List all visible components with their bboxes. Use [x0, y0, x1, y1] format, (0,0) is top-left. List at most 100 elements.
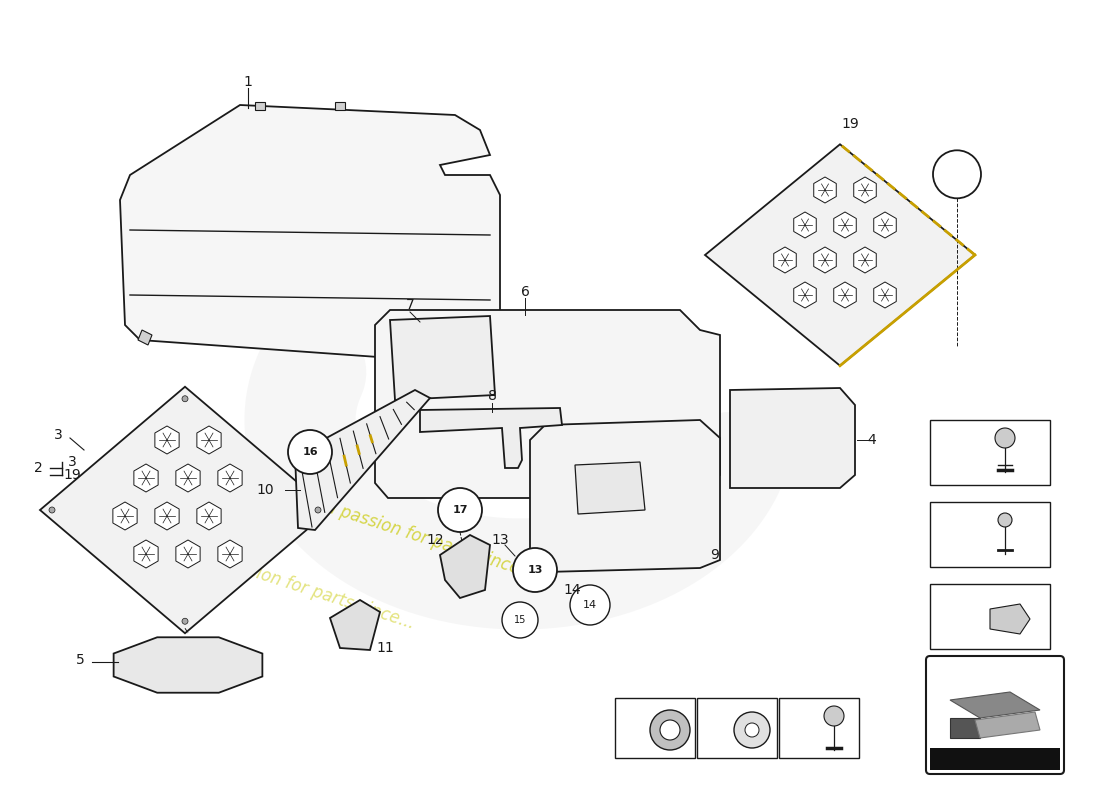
- Circle shape: [933, 150, 981, 198]
- Circle shape: [315, 507, 321, 513]
- Text: 868 07: 868 07: [968, 752, 1022, 766]
- Text: a passion for parts since...: a passion for parts since...: [323, 498, 537, 582]
- Text: 10: 10: [256, 483, 274, 497]
- Polygon shape: [950, 718, 980, 738]
- Bar: [779, 698, 859, 758]
- Polygon shape: [336, 102, 345, 110]
- Circle shape: [824, 706, 844, 726]
- Polygon shape: [834, 282, 856, 308]
- Polygon shape: [575, 462, 645, 514]
- Polygon shape: [113, 638, 263, 693]
- Circle shape: [734, 712, 770, 748]
- Polygon shape: [975, 712, 1040, 738]
- Text: 13: 13: [492, 533, 509, 547]
- Text: 13: 13: [939, 594, 957, 606]
- Text: 3: 3: [54, 428, 63, 442]
- Polygon shape: [705, 144, 975, 366]
- FancyBboxPatch shape: [926, 656, 1064, 774]
- Circle shape: [745, 723, 759, 737]
- Polygon shape: [155, 426, 179, 454]
- Polygon shape: [176, 540, 200, 568]
- Polygon shape: [218, 540, 242, 568]
- Circle shape: [650, 710, 690, 750]
- Text: 13: 13: [527, 565, 542, 575]
- Circle shape: [50, 507, 55, 513]
- Polygon shape: [873, 282, 896, 308]
- Polygon shape: [176, 464, 200, 492]
- Polygon shape: [530, 420, 720, 572]
- Polygon shape: [390, 316, 495, 400]
- Circle shape: [438, 488, 482, 532]
- Text: 12: 12: [426, 533, 443, 547]
- Polygon shape: [834, 212, 856, 238]
- Circle shape: [502, 602, 538, 638]
- Polygon shape: [138, 330, 152, 345]
- Bar: [930, 748, 1060, 770]
- Text: 14: 14: [563, 583, 581, 597]
- Polygon shape: [120, 105, 500, 360]
- Bar: [930, 420, 1050, 485]
- Polygon shape: [854, 247, 877, 273]
- Polygon shape: [197, 502, 221, 530]
- Polygon shape: [990, 604, 1030, 634]
- Text: 15: 15: [939, 430, 957, 442]
- Text: 5: 5: [76, 653, 85, 667]
- Circle shape: [570, 585, 611, 625]
- Polygon shape: [420, 408, 562, 468]
- Polygon shape: [295, 390, 430, 530]
- Polygon shape: [854, 177, 877, 203]
- Text: 6: 6: [520, 285, 529, 299]
- Bar: [697, 698, 777, 758]
- Circle shape: [660, 720, 680, 740]
- Text: 17: 17: [452, 505, 468, 515]
- Circle shape: [288, 430, 332, 474]
- Text: 18: 18: [623, 706, 640, 718]
- Text: 11: 11: [376, 641, 394, 655]
- Text: 1: 1: [243, 75, 252, 89]
- Polygon shape: [134, 464, 158, 492]
- Polygon shape: [218, 464, 242, 492]
- Polygon shape: [440, 535, 490, 598]
- Text: 14: 14: [583, 600, 597, 610]
- Polygon shape: [197, 426, 221, 454]
- Polygon shape: [730, 388, 855, 488]
- Polygon shape: [155, 502, 179, 530]
- Polygon shape: [460, 340, 475, 355]
- Polygon shape: [773, 247, 796, 273]
- Circle shape: [998, 513, 1012, 527]
- Polygon shape: [40, 386, 330, 634]
- Text: 16: 16: [786, 706, 804, 718]
- Bar: [930, 584, 1050, 649]
- Polygon shape: [255, 102, 265, 110]
- Circle shape: [513, 548, 557, 592]
- Text: 19: 19: [63, 468, 81, 482]
- Text: 18: 18: [949, 170, 965, 179]
- Bar: [930, 502, 1050, 567]
- Polygon shape: [794, 212, 816, 238]
- Polygon shape: [134, 540, 158, 568]
- Text: 15: 15: [514, 615, 526, 625]
- Text: 19: 19: [842, 118, 859, 131]
- Text: 8: 8: [487, 389, 496, 403]
- Polygon shape: [375, 310, 720, 498]
- Text: 7: 7: [406, 298, 415, 312]
- Polygon shape: [794, 282, 816, 308]
- Text: 9: 9: [711, 548, 719, 562]
- Text: 2: 2: [34, 461, 43, 475]
- Text: 17: 17: [704, 706, 722, 718]
- Circle shape: [996, 428, 1015, 448]
- Text: 4: 4: [868, 433, 877, 447]
- Text: 16: 16: [302, 447, 318, 457]
- Circle shape: [182, 396, 188, 402]
- Text: 3: 3: [67, 455, 76, 469]
- Polygon shape: [814, 177, 836, 203]
- Text: 14: 14: [939, 511, 957, 525]
- Text: a passion for parts since...: a passion for parts since...: [204, 548, 417, 632]
- Polygon shape: [873, 212, 896, 238]
- Polygon shape: [814, 247, 836, 273]
- Polygon shape: [330, 600, 380, 650]
- Polygon shape: [113, 502, 138, 530]
- Polygon shape: [950, 692, 1040, 718]
- Circle shape: [182, 618, 188, 624]
- Bar: [615, 698, 695, 758]
